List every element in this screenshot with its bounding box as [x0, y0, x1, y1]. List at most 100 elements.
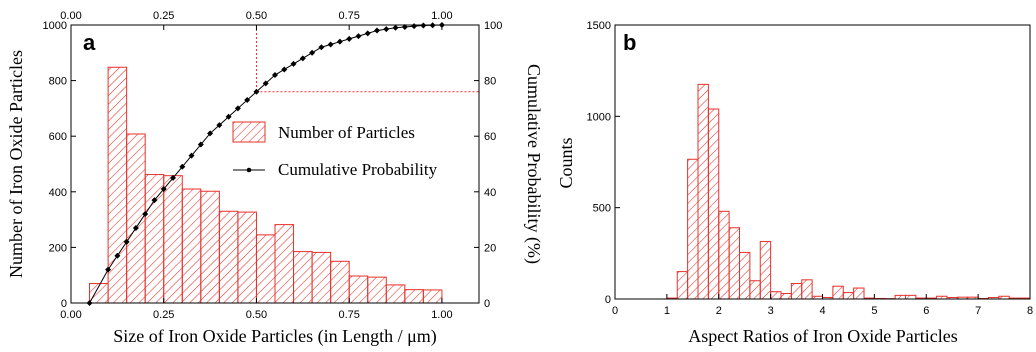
- legend-marker-cumulative: [246, 167, 252, 173]
- data-point: [392, 24, 399, 31]
- data-point: [364, 30, 371, 37]
- bar: [749, 280, 761, 300]
- panel-label-b: b: [623, 30, 636, 55]
- bar: [255, 234, 276, 304]
- plot-frame-a: [70, 24, 480, 304]
- axes-a: 0.00 0.25 0.50 0.75 1.00 0.00 0.25 0.50 0.75 1.00…: [43, 10, 503, 321]
- x-tick-label: 7: [975, 305, 981, 317]
- bar: [707, 108, 720, 300]
- x-tick-label: 5: [871, 305, 877, 317]
- bar: [832, 285, 844, 300]
- x-tick-label: 4: [819, 305, 825, 317]
- data-point: [262, 80, 269, 87]
- x-tick-label: 0.50: [246, 309, 267, 321]
- data-point: [411, 23, 418, 30]
- data-point: [346, 35, 353, 42]
- data-point: [123, 238, 130, 245]
- panel-b: 0 1 2 3 4 5 6 7 8 0 500 1000 1500 b Aspect Ratios of…: [556, 20, 1033, 346]
- x-tick-label: 6: [923, 305, 929, 317]
- x-tick-label: 1: [664, 305, 670, 317]
- bar: [894, 294, 906, 300]
- bar: [107, 66, 128, 304]
- y-tick-label: 200: [49, 242, 67, 254]
- bar: [237, 211, 257, 304]
- bar: [728, 227, 740, 300]
- x-axis-title-a: Size of Iron Oxide Particles (in Length …: [113, 326, 437, 347]
- bar: [905, 294, 917, 300]
- y-tick-label: 0: [61, 298, 67, 310]
- top-x-tick-label: 0.50: [246, 10, 267, 22]
- bar: [770, 291, 782, 300]
- data-point: [355, 33, 362, 40]
- data-point: [160, 186, 167, 193]
- panel-label-a: a: [83, 30, 96, 55]
- data-point: [105, 266, 112, 273]
- x-tick-label: 8: [1027, 305, 1033, 317]
- y2-tick-label: 100: [484, 20, 502, 32]
- reference-lines: [255, 25, 479, 93]
- bar: [718, 210, 730, 300]
- bar: [697, 83, 709, 300]
- bar: [330, 260, 350, 304]
- y2-axis-title-a: Cumulative Probability (%): [523, 64, 544, 264]
- bar: [687, 158, 699, 300]
- cumulative-line: [86, 22, 445, 306]
- x-tick-label: 0.00: [60, 309, 81, 321]
- y2-tick-label: 80: [484, 76, 496, 88]
- bar: [404, 289, 424, 304]
- data-point: [281, 66, 288, 73]
- y2-tick-label: 40: [484, 187, 496, 199]
- bar: [293, 251, 313, 304]
- legend-label-bars: Number of Particles: [278, 123, 415, 142]
- y-tick-label: 0: [605, 294, 611, 306]
- top-x-tick-label: 0.00: [60, 10, 81, 22]
- data-point: [318, 44, 325, 51]
- data-point: [216, 122, 223, 129]
- top-x-tick-label: 0.75: [338, 10, 359, 22]
- y-tick-label: 1500: [587, 20, 611, 32]
- top-x-tick-label: 0.25: [153, 10, 174, 22]
- data-point: [151, 197, 158, 204]
- bar: [739, 251, 751, 300]
- plot-frame-b: [614, 24, 1031, 300]
- histogram-bars-b: [666, 83, 1031, 300]
- x-tick-label: 0.25: [153, 309, 174, 321]
- data-point: [374, 27, 380, 34]
- x-tick-label: 2: [716, 305, 722, 317]
- bar: [200, 190, 220, 304]
- legend-a: Number of Particles Cumulative Probabili…: [232, 121, 438, 179]
- y2-tick-label: 0: [484, 298, 490, 310]
- bar: [842, 292, 855, 300]
- panel-a: 0.00 0.25 0.50 0.75 1.00 0.00 0.25 0.50 0.75 1.00…: [6, 10, 544, 347]
- bar: [348, 275, 369, 304]
- y-axis-title-a: Number of Iron Oxide Particles: [6, 50, 26, 278]
- y-tick-label: 400: [49, 187, 67, 199]
- x-axis-title-b: Aspect Ratios of Iron Oxide Particles: [688, 326, 957, 346]
- data-point: [299, 55, 306, 62]
- y-tick-label: 500: [593, 203, 611, 215]
- data-point: [420, 22, 427, 29]
- y-tick-label: 1000: [587, 111, 611, 123]
- data-point: [142, 211, 149, 218]
- bar: [790, 282, 803, 300]
- data-point: [188, 152, 195, 159]
- x-tick-label: 0: [612, 305, 618, 317]
- bar: [780, 293, 792, 300]
- y-tick-label: 1000: [43, 20, 67, 32]
- bar: [676, 271, 689, 300]
- data-point: [197, 141, 204, 148]
- x-tick-label: 1.00: [431, 309, 452, 321]
- histogram-bars-a: [89, 66, 443, 304]
- x-tick-label: 0.75: [338, 309, 359, 321]
- data-point: [327, 41, 334, 48]
- data-point: [225, 113, 232, 120]
- bar: [218, 210, 239, 304]
- bar: [385, 284, 406, 304]
- bar: [759, 240, 772, 300]
- bar: [181, 188, 202, 304]
- data-point: [244, 97, 251, 104]
- data-point: [253, 88, 260, 95]
- legend-swatch-bars: [232, 121, 266, 143]
- bar: [422, 289, 443, 304]
